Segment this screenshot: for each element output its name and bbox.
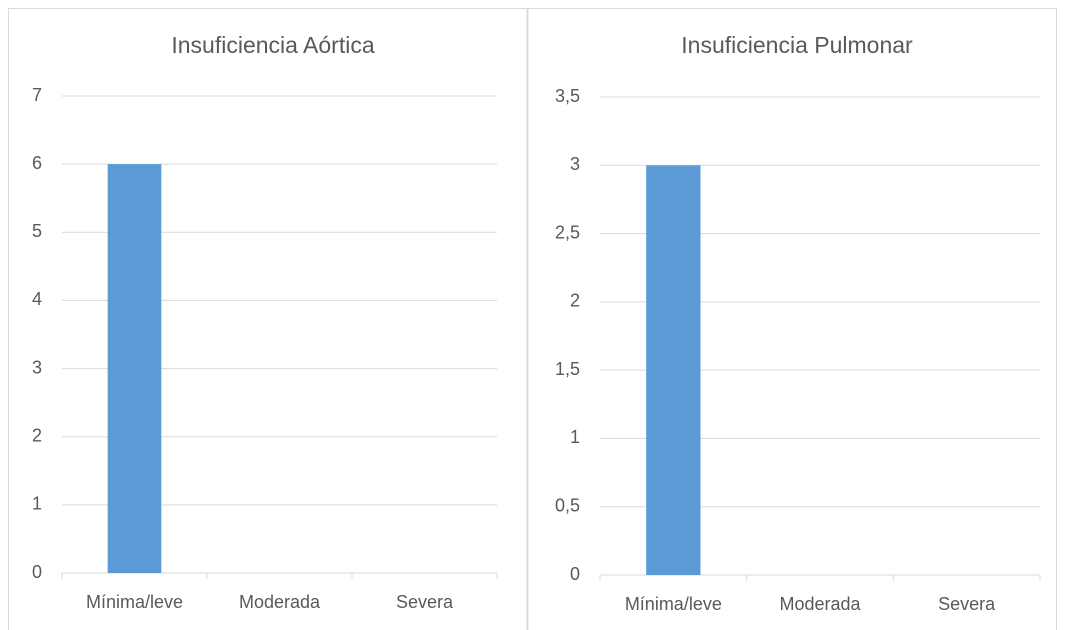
y-tick-label: 2 <box>570 291 580 311</box>
y-tick-label: 0 <box>570 564 580 584</box>
y-tick-label: 3 <box>32 357 42 377</box>
y-tick-label: 3,5 <box>555 86 580 106</box>
x-tick-label: Severa <box>396 592 454 612</box>
panel-border <box>8 8 1057 630</box>
y-tick-label: 1,5 <box>555 359 580 379</box>
y-tick-label: 0 <box>32 562 42 582</box>
y-tick-label: 7 <box>32 85 42 105</box>
y-tick-label: 0,5 <box>555 495 580 515</box>
x-tick-label: Severa <box>938 594 996 614</box>
y-tick-label: 5 <box>32 221 42 241</box>
chart-title: Insuficiencia Pulmonar <box>681 32 913 58</box>
y-tick-label: 2 <box>32 425 42 445</box>
x-tick-label: Mínima/leve <box>86 592 183 612</box>
x-tick-label: Moderada <box>239 592 321 612</box>
y-tick-label: 1 <box>570 427 580 447</box>
y-tick-label: 2,5 <box>555 222 580 242</box>
y-tick-label: 6 <box>32 153 42 173</box>
x-tick-label: Mínima/leve <box>625 594 722 614</box>
y-tick-label: 3 <box>570 154 580 174</box>
y-tick-label: 1 <box>32 494 42 514</box>
x-tick-label: Moderada <box>779 594 861 614</box>
bar <box>107 164 162 573</box>
y-tick-label: 4 <box>32 289 42 309</box>
chart-title: Insuficiencia Aórtica <box>171 32 374 58</box>
bar <box>646 165 701 576</box>
